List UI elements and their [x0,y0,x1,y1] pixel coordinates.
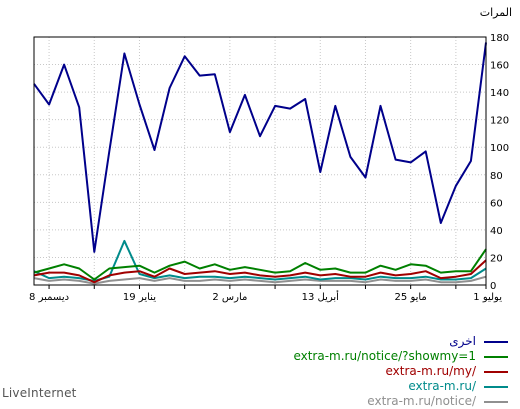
x-tick-label: 8 ديسمبر [29,292,69,303]
x-tick-label: 25 مايو [395,292,427,303]
brand-logo-text: LiveInternet [2,386,77,400]
legend-item: extra-m.ru/my/ [293,364,508,379]
legend-swatch [484,400,508,403]
legend-label: extra-m.ru/notice/ [367,394,476,408]
legend-swatch [484,385,508,388]
series-line [33,239,487,282]
legend-label: extra-m.ru/my/ [385,364,476,378]
x-tick-label: 2 مارس [212,292,247,303]
y-tick-label: 20 [490,253,503,264]
series-line [33,42,487,253]
legend-swatch [484,370,508,373]
legend-swatch [484,340,508,343]
legend-label: extra-m.ru/notice/?showmy=1 [293,349,476,363]
y-tick-label: 140 [490,88,509,99]
y-tick-label: 180 [490,33,509,44]
y-axis-ticks: 0 20 40 60 80 100 120 140 160 180 [490,33,509,292]
y-tick-label: 60 [490,198,503,209]
series-line [33,275,487,285]
legend-item: اخرى [293,334,508,349]
y-tick-label: 100 [490,143,509,154]
y-tick-label: 80 [490,171,503,182]
y-tick-label: 120 [490,116,509,127]
legend-swatch [484,355,508,358]
y-tick-label: 0 [490,281,496,292]
legend-item: extra-m.ru/notice/?showmy=1 [293,349,508,364]
grid [34,37,486,285]
legend: اخرى extra-m.ru/notice/?showmy=1 extra-m.r… [293,334,508,409]
x-tick-label: 13 أبريل [302,290,340,303]
x-tick-label: 19 يناير [123,292,156,303]
y-axis-label: المرات [480,6,512,19]
line-chart: 0 20 40 60 80 100 120 140 160 180 1 يوليو15 يونيو… [29,6,512,303]
y-tick-label: 40 [490,226,503,237]
legend-label: extra-m.ru/ [408,379,476,393]
series-line [33,248,487,281]
series-lines [33,42,487,285]
legend-item: extra-m.ru/ [293,379,508,394]
legend-label: اخرى [449,334,476,348]
series-line [33,259,487,284]
x-tick-label: 1 يوليو [473,292,502,303]
plot-frame [33,36,487,286]
y-tick-label: 160 [490,61,509,72]
legend-item: extra-m.ru/notice/ [293,394,508,409]
